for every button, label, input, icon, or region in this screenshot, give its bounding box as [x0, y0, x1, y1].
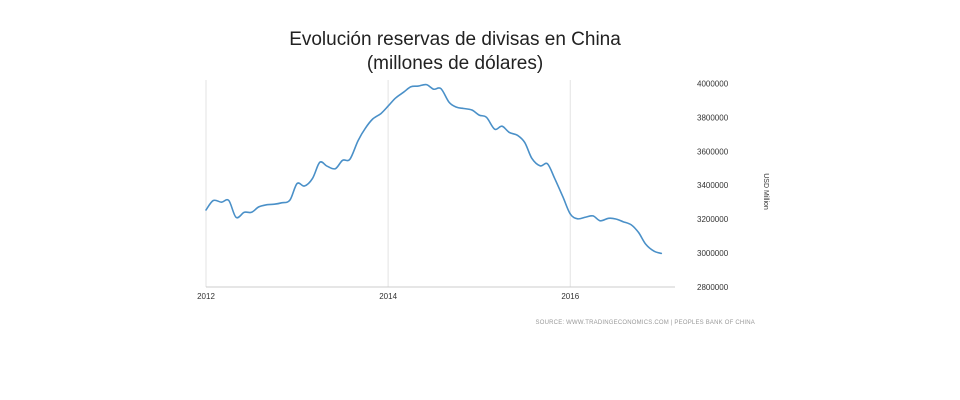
chart-title: Evolución reservas de divisas en China — [289, 29, 621, 50]
source-note: SOURCE: WWW.TRADINGECONOMICS.COM | PEOPL… — [536, 320, 755, 326]
y-tick-label: 3600000 — [697, 147, 729, 156]
x-tick-label: 2014 — [379, 292, 397, 301]
y-tick-label: 3800000 — [697, 113, 729, 122]
y-tick-label: 3000000 — [697, 249, 729, 258]
y-tick-label: 4000000 — [697, 79, 729, 88]
x-axis-ticks: 2012 2014 2016 — [197, 292, 580, 301]
x-tick-label: 2012 — [197, 292, 215, 301]
y-tick-label: 3200000 — [697, 215, 729, 224]
series-line — [205, 83, 663, 255]
grid — [205, 80, 571, 287]
x-tick-label: 2016 — [561, 292, 579, 301]
chart-subtitle: (millones de dólares) — [367, 53, 543, 74]
y-tick-label: 2800000 — [697, 283, 729, 292]
y-axis-label: USD Million — [762, 173, 769, 210]
y-tick-label: 3400000 — [697, 181, 729, 190]
y-axis-ticks: 2800000 3000000 3200000 3400000 3600000 38000… — [697, 79, 729, 292]
